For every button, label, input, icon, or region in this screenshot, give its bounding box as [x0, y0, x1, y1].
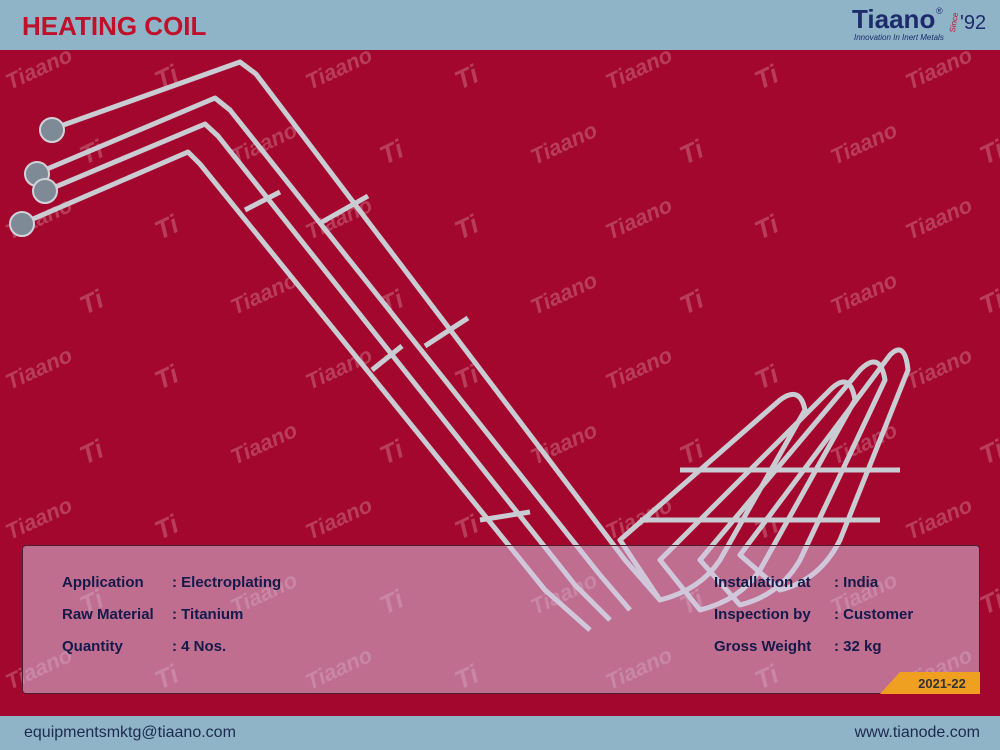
watermark: Ti [750, 208, 784, 245]
footer-bar: equipmentsmktg@tiaano.com www.tianode.co… [0, 716, 1000, 750]
watermark: Tiaano [827, 117, 901, 169]
watermark: Tiaano [2, 342, 76, 394]
watermark: Ti [150, 208, 184, 245]
detail-value: : India [834, 574, 879, 591]
watermark: Tiaano [527, 267, 601, 319]
watermark: Tiaano [227, 417, 301, 469]
detail-label: Raw Material [62, 606, 154, 623]
watermark: Tiaano [602, 342, 676, 394]
year: 2021-22 [918, 676, 966, 691]
watermark: Ti [375, 433, 409, 470]
detail-value: : 4 Nos. [172, 638, 227, 655]
watermark: Tiaano [602, 192, 676, 244]
detail-value: : Electroplating [172, 574, 282, 591]
flanges [9, 117, 65, 237]
watermark: Ti [675, 133, 709, 170]
footer-email: equipmentsmktg@tiaano.com [24, 724, 236, 741]
watermark: Ti [75, 283, 109, 320]
watermark: Tiaano [827, 267, 901, 319]
detail-value: : 32 kg [834, 638, 882, 655]
watermark: Ti [75, 433, 109, 470]
watermark: Ti [750, 358, 784, 395]
logo-tagline: Innovation In Inert Metals [854, 33, 944, 42]
logo-since: Since [947, 11, 961, 34]
watermark: Ti [375, 133, 409, 170]
detail-label: Installation at [714, 574, 811, 591]
watermark: Ti [975, 133, 1000, 170]
watermark: Tiaano [902, 342, 976, 394]
detail-value: : Titanium [172, 606, 244, 623]
watermark: Tiaano [302, 492, 376, 544]
logo-year: '92 [960, 12, 987, 34]
watermark: Ti [675, 283, 709, 320]
detail-label: Gross Weight [714, 638, 812, 655]
watermark: Ti [450, 58, 484, 95]
details-panel [22, 545, 980, 694]
detail-label: Quantity [62, 638, 123, 655]
watermark: Ti [975, 283, 1000, 320]
footer-website: www.tianode.com [854, 724, 980, 741]
watermark: Ti [450, 208, 484, 245]
logo-reg: ® [936, 6, 943, 16]
watermark: Ti [975, 433, 1000, 470]
detail-label: Application [62, 574, 144, 591]
year-badge: 2021-22 [880, 672, 980, 694]
watermark: Ti [750, 58, 784, 95]
watermark: Tiaano [2, 492, 76, 544]
watermark: Tiaano [902, 492, 976, 544]
slide-title: HEATING COIL [22, 11, 207, 41]
watermark: Ti [150, 358, 184, 395]
detail-value: : Customer [834, 606, 914, 623]
header-bar: HEATING COIL Tiaano ® Innovation In Iner… [0, 0, 1000, 50]
logo-name: Tiaano [852, 4, 936, 34]
watermark: Ti [150, 508, 184, 545]
watermark: Tiaano [902, 192, 976, 244]
watermark: Ti [450, 508, 484, 545]
detail-label: Inspection by [714, 606, 811, 623]
watermark: Tiaano [527, 117, 601, 169]
